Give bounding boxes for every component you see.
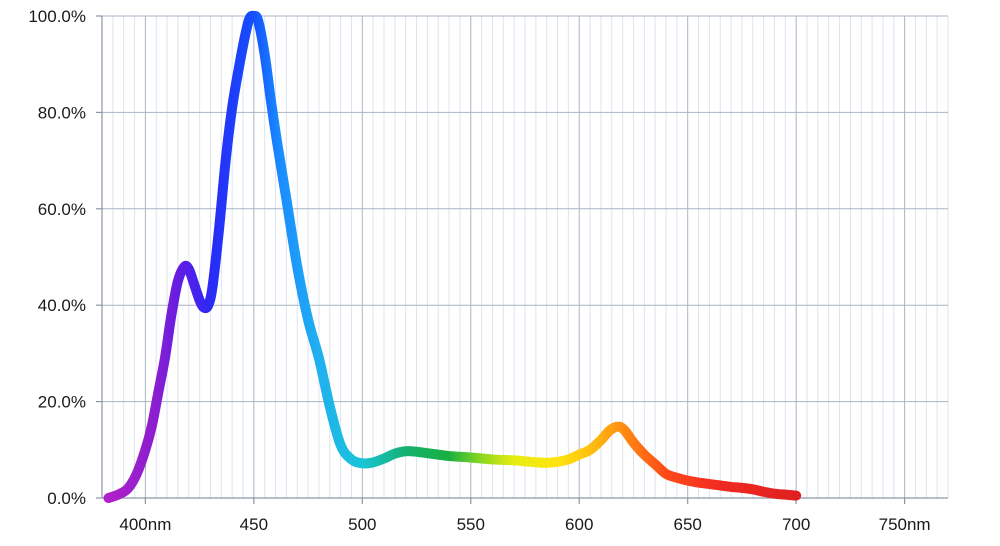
x-tick-label: 750nm [879, 515, 931, 534]
minor-gridlines [102, 16, 948, 498]
x-tick-label: 550 [457, 515, 485, 534]
y-tick-labels: 0.0% 20.0% 40.0% 60.0% 80.0% 100.0% [28, 7, 86, 508]
y-tick-label: 80.0% [38, 103, 86, 122]
x-tick-label: 500 [348, 515, 376, 534]
spectrum-series-line [109, 16, 797, 498]
x-tick-label: 600 [565, 515, 593, 534]
x-tick-label: 450 [240, 515, 268, 534]
x-tick-label: 400nm [119, 515, 171, 534]
x-tick-labels: 400nm 450 500 550 600 650 700 750nm [119, 515, 930, 534]
y-tick-label: 0.0% [47, 489, 86, 508]
axes [96, 16, 948, 504]
x-tick-label: 650 [674, 515, 702, 534]
y-tick-label: 60.0% [38, 200, 86, 219]
y-tick-label: 100.0% [28, 7, 86, 26]
y-tick-label: 40.0% [38, 296, 86, 315]
series-group [108, 16, 796, 498]
x-tick-label: 700 [782, 515, 810, 534]
y-tick-label: 20.0% [38, 393, 86, 412]
